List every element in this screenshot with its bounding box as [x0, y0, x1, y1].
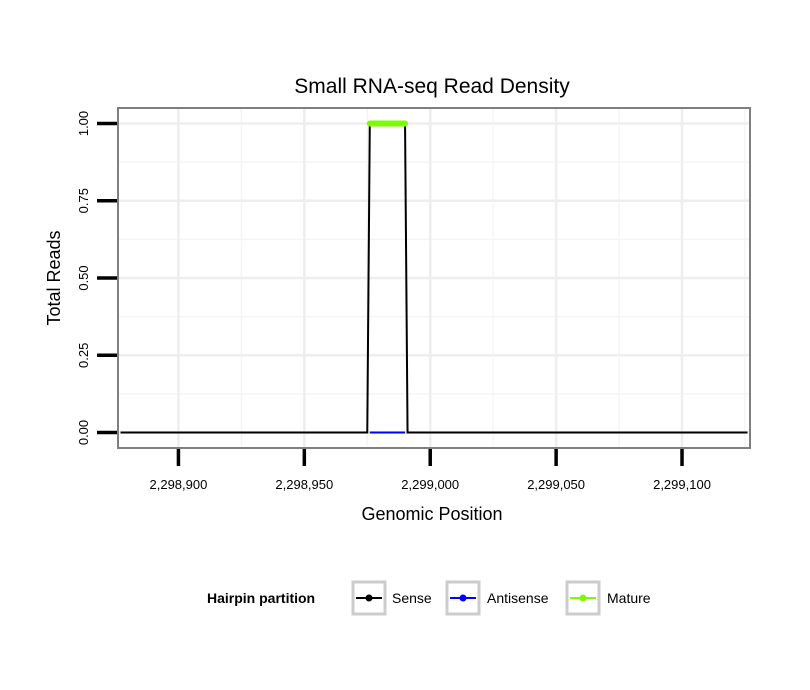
legend-point-sense — [365, 594, 373, 602]
legend-label-mature: Mature — [607, 590, 651, 606]
x-tick-label: 2,298,900 — [150, 477, 208, 492]
y-tick-label: 1.00 — [76, 111, 91, 136]
legend-point-antisense — [459, 594, 467, 602]
y-axis: 0.00 0.25 0.50 0.75 1.00 — [76, 111, 117, 445]
plot-border — [117, 107, 751, 449]
x-tick-label: 2,299,000 — [401, 477, 459, 492]
legend-label-sense: Sense — [392, 590, 432, 606]
x-tick-label: 2,299,050 — [527, 477, 585, 492]
legend-point-mature — [579, 594, 587, 602]
legend: Hairpin partition Sense Antisense Mature — [207, 580, 651, 616]
chart-title: Small RNA-seq Read Density — [294, 75, 570, 98]
x-axis-label: Genomic Position — [361, 504, 502, 524]
legend-label-antisense: Antisense — [487, 590, 549, 606]
x-tick-label: 2,298,950 — [275, 477, 333, 492]
y-tick-label: 0.75 — [76, 188, 91, 213]
legend-title: Hairpin partition — [207, 590, 315, 606]
y-tick-label: 0.25 — [76, 343, 91, 368]
x-axis: 2,298,900 2,298,950 2,299,000 2,299,050 2,29… — [150, 449, 711, 492]
y-tick-label: 0.00 — [76, 420, 91, 445]
x-tick-label: 2,299,100 — [653, 477, 711, 492]
y-tick-label: 0.50 — [76, 265, 91, 290]
series-layer — [120, 120, 748, 434]
y-axis-label: Total Reads — [44, 230, 64, 325]
